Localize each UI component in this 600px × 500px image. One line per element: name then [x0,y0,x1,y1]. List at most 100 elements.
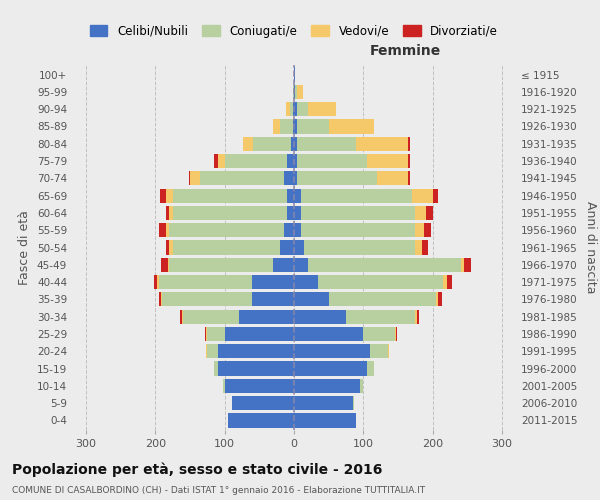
Y-axis label: Anni di nascita: Anni di nascita [584,201,597,294]
Bar [417,310,419,324]
Bar [157,275,159,289]
Bar [159,275,253,289]
Bar [287,154,294,168]
Bar [223,379,224,393]
Bar [284,223,294,238]
Bar [424,223,431,238]
Bar [182,310,183,324]
Bar [273,258,294,272]
Bar [346,310,415,324]
Bar [162,292,253,306]
Bar [200,171,284,186]
Bar [166,240,169,254]
Text: COMUNE DI CASALBORDINO (CH) - Dati ISTAT 1° gennaio 2016 - Elaborazione TUTTITAL: COMUNE DI CASALBORDINO (CH) - Dati ISTAT… [12,486,425,495]
Bar [286,102,290,116]
Bar [308,258,461,272]
Bar [166,188,173,202]
Bar [412,188,433,202]
Bar [169,206,173,220]
Bar [301,206,415,220]
Bar [161,292,162,306]
Bar [294,344,370,358]
Bar [214,154,218,168]
Bar [360,379,364,393]
Bar [284,171,294,186]
Text: Femmine: Femmine [370,44,440,58]
Bar [173,206,287,220]
Bar [294,275,318,289]
Bar [180,310,182,324]
Bar [367,362,374,376]
Bar [446,275,452,289]
Bar [464,258,471,272]
Bar [188,171,190,186]
Bar [169,223,284,238]
Bar [294,223,301,238]
Bar [160,292,161,306]
Bar [218,344,294,358]
Bar [253,136,291,151]
Bar [353,396,355,410]
Bar [239,310,294,324]
Bar [426,206,433,220]
Bar [168,258,169,272]
Bar [298,154,367,168]
Bar [159,223,166,238]
Bar [218,362,294,376]
Bar [161,258,168,272]
Bar [295,84,298,99]
Bar [304,240,415,254]
Bar [224,379,294,393]
Bar [438,292,442,306]
Bar [287,206,294,220]
Bar [253,275,294,289]
Bar [294,84,295,99]
Bar [298,136,356,151]
Bar [436,292,438,306]
Text: Popolazione per età, sesso e stato civile - 2016: Popolazione per età, sesso e stato civil… [12,462,382,477]
Bar [294,327,364,341]
Bar [415,206,426,220]
Bar [190,171,200,186]
Bar [280,240,294,254]
Bar [294,379,360,393]
Bar [356,136,409,151]
Bar [318,275,443,289]
Bar [294,240,304,254]
Bar [173,188,287,202]
Bar [461,258,464,272]
Bar [409,136,410,151]
Bar [422,240,428,254]
Bar [301,188,412,202]
Bar [301,223,415,238]
Bar [183,310,239,324]
Bar [206,344,207,358]
Bar [287,188,294,202]
Bar [160,188,166,202]
Bar [294,120,298,134]
Bar [329,120,374,134]
Bar [169,240,173,254]
Bar [298,120,329,134]
Bar [294,68,295,82]
Bar [242,136,253,151]
Bar [273,120,280,134]
Bar [294,362,367,376]
Bar [290,102,293,116]
Bar [173,240,280,254]
Legend: Celibi/Nubili, Coniugati/e, Vedovi/e, Divorziati/e: Celibi/Nubili, Coniugati/e, Vedovi/e, Di… [85,20,503,42]
Bar [308,102,335,116]
Bar [166,223,169,238]
Bar [294,136,298,151]
Bar [280,120,293,134]
Bar [294,188,301,202]
Bar [291,136,294,151]
Bar [294,154,298,168]
Bar [207,327,224,341]
Bar [370,344,388,358]
Bar [294,292,329,306]
Bar [443,275,446,289]
Bar [294,171,298,186]
Y-axis label: Fasce di età: Fasce di età [19,210,31,285]
Bar [433,188,438,202]
